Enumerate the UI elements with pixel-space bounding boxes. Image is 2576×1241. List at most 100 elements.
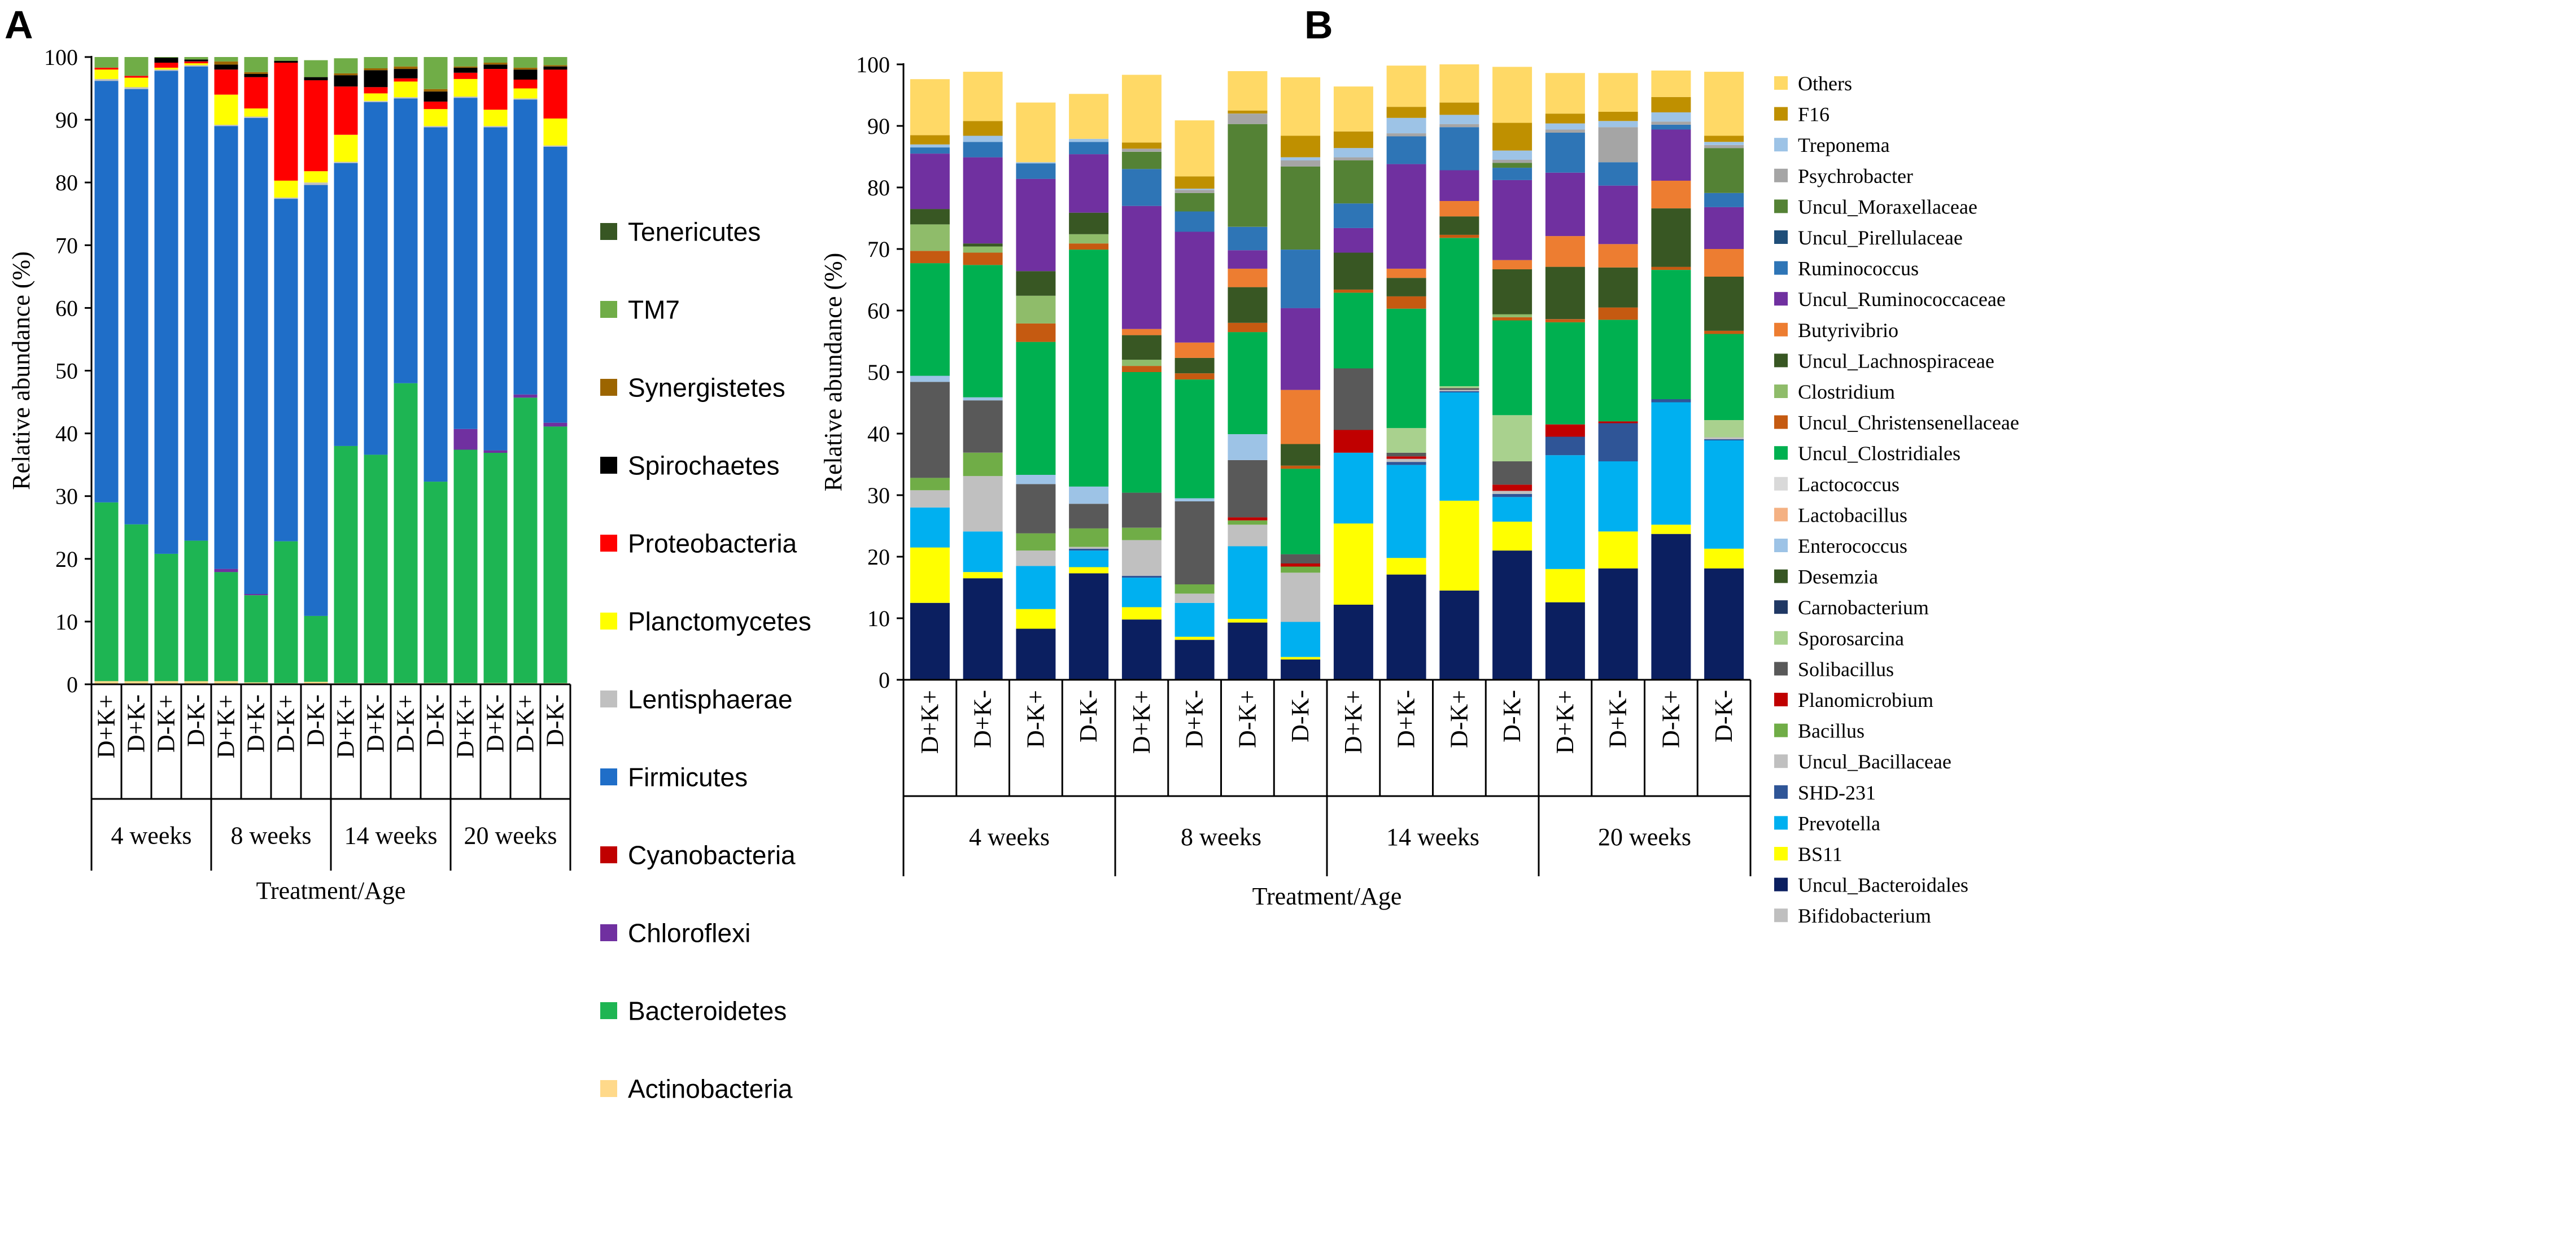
x-group-label: 4 weeks xyxy=(111,822,192,850)
bar-segment-psychrobacter-10 xyxy=(1439,124,1479,128)
bar-segment-uncul-bacillaceae-1 xyxy=(963,476,1003,532)
bar-segment-ruminococcus-5 xyxy=(1175,211,1215,232)
legend-label-enterococcus: Enterococcus xyxy=(1798,535,1907,557)
bar-segment-f16-10 xyxy=(1439,102,1479,115)
bar-segment-lentisphaerae-14 xyxy=(513,98,538,100)
bar-segment-others-0 xyxy=(910,79,950,136)
legend-swatch-proteobacteria xyxy=(600,535,617,552)
bar-segment-others-13 xyxy=(1598,73,1638,112)
bar-segment-bs11-4 xyxy=(1121,607,1162,620)
legend-swatch-spirochaetes xyxy=(600,457,617,474)
bar-segment-bacteroidetes-11 xyxy=(423,482,448,683)
x-category-label: D+K+ xyxy=(93,694,120,758)
bar-segment-enterococcus-2 xyxy=(1016,475,1056,484)
x-category-label: D-K+ xyxy=(1021,690,1049,748)
legend-label-uncul-lachnospiraceae: Uncul_Lachnospiraceae xyxy=(1798,349,1994,372)
bar-segment-planomicrobium-11 xyxy=(1492,484,1532,491)
bar-segment-uncul-ruminococcaceae-12 xyxy=(1545,172,1585,237)
bar-segment-butyrivibrio-11 xyxy=(1492,260,1532,269)
bar-segment-uncul-clostridiales-0 xyxy=(910,263,950,376)
bar-segment-uncul-christensenellaceae-12 xyxy=(1545,319,1585,322)
bar-segment-uncul-lachnospiraceae-11 xyxy=(1492,269,1532,314)
bar-segment-firmicutes-11 xyxy=(423,127,448,482)
bar-segment-others-5 xyxy=(1175,120,1215,177)
bar-segment-uncul-christensenellaceae-15 xyxy=(1704,331,1744,334)
bar-segment-enterococcus-5 xyxy=(1175,498,1215,501)
bar-segment-solibacillus-11 xyxy=(1492,461,1532,485)
bar-segment-proteobacteria-0 xyxy=(94,67,119,70)
bar-segment-uncul-lachnospiraceae-8 xyxy=(1333,252,1373,290)
legend-label-tm7: TM7 xyxy=(628,295,680,325)
bar-segment-enterococcus-6 xyxy=(1228,434,1268,460)
bar-segment-planctomycetes-2 xyxy=(154,67,178,70)
bar-segment-shd-231-10 xyxy=(1439,391,1479,392)
x-group-label: 8 weeks xyxy=(1181,823,1261,851)
panel-b-legend: Others F16 Treponema Psychrobacter Uncul_Mor… xyxy=(1774,72,2019,927)
y-tick-label: 50 xyxy=(55,359,78,384)
bar-segment-uncul-clostridiales-12 xyxy=(1545,322,1585,425)
bar-segment-tm7-11 xyxy=(423,57,448,89)
bar-segment-spirochaetes-15 xyxy=(543,66,567,70)
bar-segment-uncul-ruminococcaceae-5 xyxy=(1175,231,1215,343)
bar-segment-f16-15 xyxy=(1704,136,1744,142)
bar-segment-uncul-ruminococcaceae-2 xyxy=(1016,178,1056,272)
bar-segment-actinobacteria-7 xyxy=(304,681,328,684)
bar-segment-uncul-bacillaceae-9 xyxy=(1386,458,1426,462)
bar-segment-bacillus-3 xyxy=(1069,528,1109,547)
legend-label-others: Others xyxy=(1798,72,1852,95)
bar-segment-psychrobacter-15 xyxy=(1704,145,1744,148)
bar-segment-f16-4 xyxy=(1121,142,1162,149)
bar-segment-planctomycetes-7 xyxy=(304,171,328,183)
bar-segment-solibacillus-0 xyxy=(910,382,950,478)
bar-segment-prevotella-6 xyxy=(1228,546,1268,619)
bar-segment-f16-14 xyxy=(1651,97,1691,112)
x-category-label: D+K- xyxy=(482,694,509,753)
legend-label-carnobacterium: Carnobacterium xyxy=(1798,596,1929,619)
x-category-label: D-K+ xyxy=(152,694,180,753)
bar-segment-psychrobacter-4 xyxy=(1121,148,1162,152)
bar-segment-lentisphaerae-2 xyxy=(154,69,178,71)
legend-label-sporosarcina: Sporosarcina xyxy=(1798,627,1904,650)
bar-segment-f16-6 xyxy=(1228,110,1268,114)
bar-segment-enterococcus-1 xyxy=(963,397,1003,401)
legend-swatch-psychrobacter xyxy=(1774,168,1788,182)
bar-segment-psychrobacter-13 xyxy=(1598,127,1638,163)
legend-label-uncul-ruminococcaceae: Uncul_Ruminococcaceae xyxy=(1798,288,2006,311)
legend-label-uncul-pirellulaceae: Uncul_Pirellulaceae xyxy=(1798,226,1963,249)
bar-segment-treponema-9 xyxy=(1386,117,1426,134)
bar-segment-others-15 xyxy=(1704,72,1744,136)
bar-segment-uncul-bacteroidales-6 xyxy=(1228,622,1268,680)
bar-segment-uncul-moraxellaceae-11 xyxy=(1492,163,1532,168)
bar-segment-proteobacteria-11 xyxy=(423,101,448,110)
y-tick-label: 0 xyxy=(67,672,78,697)
bar-segment-sporosarcina-10 xyxy=(1439,386,1479,388)
bar-segment-uncul-moraxellaceae-7 xyxy=(1281,166,1321,250)
bar-segment-lentisphaerae-10 xyxy=(394,97,418,99)
bar-segment-planctomycetes-10 xyxy=(394,81,418,98)
bar-segment-bs11-6 xyxy=(1228,619,1268,623)
bar-segment-uncul-christensenellaceae-0 xyxy=(910,251,950,264)
y-tick-label: 80 xyxy=(55,170,78,195)
bar-segment-uncul-lachnospiraceae-12 xyxy=(1545,266,1585,320)
bar-segment-proteobacteria-1 xyxy=(124,76,149,78)
bar-segment-lentisphaerae-9 xyxy=(364,100,388,102)
bar-segment-uncul-bacteroidales-4 xyxy=(1121,619,1162,680)
bar-segment-planctomycetes-3 xyxy=(184,63,208,65)
bar-segment-f16-5 xyxy=(1175,176,1215,189)
bar-segment-spirochaetes-10 xyxy=(394,69,418,78)
legend-label-bifidobacterium: Bifidobacterium xyxy=(1798,904,1931,927)
bar-segment-uncul-moraxellaceae-5 xyxy=(1175,193,1215,212)
bar-segment-spirochaetes-8 xyxy=(334,75,358,87)
bar-segment-uncul-lachnospiraceae-10 xyxy=(1439,216,1479,235)
bar-segment-bacteroidetes-9 xyxy=(364,455,388,683)
bar-segment-uncul-moraxellaceae-8 xyxy=(1333,160,1373,204)
bar-segment-tm7-9 xyxy=(364,57,388,68)
bar-segment-clostridium-2 xyxy=(1016,295,1056,324)
bar-segment-tm7-10 xyxy=(394,57,418,67)
bar-segment-proteobacteria-8 xyxy=(334,86,358,135)
bar-segment-uncul-moraxellaceae-6 xyxy=(1228,124,1268,227)
x-category-label: D-K+ xyxy=(1233,690,1261,748)
bar-segment-uncul-moraxellaceae-15 xyxy=(1704,148,1744,193)
bar-segment-uncul-christensenellaceae-11 xyxy=(1492,317,1532,321)
